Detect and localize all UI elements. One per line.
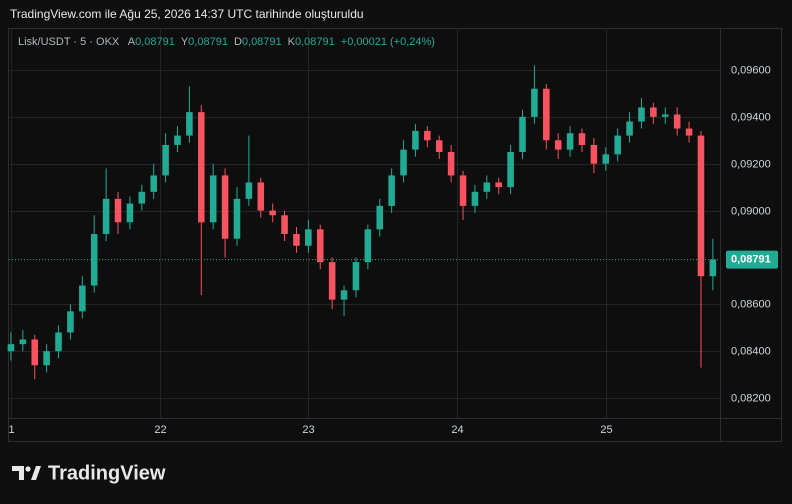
legend-symbol: Lisk/USDT · 5 · OKX [18, 36, 120, 48]
candle-body [174, 135, 181, 145]
candle-body [114, 198, 122, 223]
candle-body [638, 107, 645, 122]
candle-body [67, 311, 74, 333]
chart-panel [8, 28, 782, 442]
candle-body [400, 149, 407, 176]
x-tick-label: 23 [302, 424, 314, 436]
candle-body [673, 114, 681, 129]
candle-body [138, 191, 146, 204]
candle-body [519, 116, 526, 152]
candle-body [614, 135, 621, 155]
candle-body [554, 140, 562, 150]
candle-body [543, 88, 550, 141]
legend-value: 0,08791 [188, 36, 228, 48]
candle-body [150, 175, 157, 192]
candle-body [7, 344, 15, 352]
candles [7, 65, 720, 380]
y-tick-label: 0,09400 [731, 111, 771, 123]
candle-body [198, 112, 205, 223]
candle-body [102, 198, 110, 235]
candle-body [531, 88, 538, 117]
x-tick-label: 24 [451, 424, 463, 436]
x-tick-label: 22 [154, 424, 166, 436]
candle-body [209, 175, 217, 223]
legend-value: 0,08791 [135, 36, 175, 48]
legend-key: D [234, 36, 242, 48]
candle-body [483, 182, 491, 192]
candle-body [662, 114, 669, 117]
candle-body [19, 339, 27, 345]
last-price-badge [726, 250, 778, 269]
candle-body [233, 198, 241, 239]
legend-key: A [128, 36, 136, 48]
candle-body [90, 234, 98, 286]
brand-logo: TradingView [12, 462, 166, 484]
x-tick-label: 25 [600, 424, 612, 436]
candle-body [602, 154, 610, 164]
candle-body [435, 140, 443, 152]
legend-value: 0,08791 [295, 36, 335, 48]
candle-body [447, 151, 455, 176]
candle-body [186, 112, 193, 136]
legend-value: 0,08791 [242, 36, 282, 48]
candle-body [126, 203, 134, 223]
candle-body [245, 182, 253, 199]
candle-body [709, 259, 717, 277]
candle-body [507, 151, 514, 188]
candle-body [697, 135, 705, 277]
candle-body [305, 229, 312, 246]
candle-body [424, 130, 431, 141]
candle-body [269, 210, 276, 216]
candle-body [328, 262, 336, 300]
legend-key: Y [181, 36, 189, 48]
candle-body [43, 351, 50, 366]
candle-body [221, 175, 229, 239]
candle-body [459, 175, 467, 206]
candle-body [376, 205, 384, 230]
candle-body [293, 234, 300, 246]
legend-key: K [288, 36, 296, 48]
y-tick-label: 0,09000 [731, 205, 771, 217]
candle-body [364, 229, 372, 263]
candle-body [412, 130, 419, 150]
y-tick-label: 0,08200 [731, 392, 771, 404]
header-title: TradingView.com ile Ağu 25, 2026 14:37 U… [10, 7, 364, 21]
candle-body [471, 191, 479, 206]
candle-body [257, 182, 265, 211]
candle-body [79, 285, 86, 312]
y-tick-label: 0,08400 [731, 345, 771, 357]
last-price-label: 0,08791 [731, 253, 771, 265]
legend: Lisk/USDT · 5 · OKX A0,08791 Y0,08791 D0,0… [18, 36, 435, 48]
y-tick-label: 0,08600 [731, 298, 771, 310]
candle-body [162, 144, 169, 176]
candle-body [340, 290, 348, 300]
logo-mark [31, 466, 41, 480]
candle-body [626, 121, 633, 136]
candle-body [495, 182, 502, 188]
candle-body [578, 133, 586, 145]
logo-dot [25, 466, 31, 472]
x-tick-label: 1 [8, 424, 14, 436]
candle-body [566, 133, 574, 150]
legend-change: +0,00021 (+0,24%) [341, 36, 435, 48]
candle-body [316, 229, 324, 263]
candle-body [352, 262, 360, 291]
candle-body [650, 107, 657, 117]
candle-body [281, 215, 288, 235]
y-tick-label: 0,09200 [731, 158, 771, 170]
axes: 0,08200 0,08400 0,08600 0,09000 0,09200 0,094… [8, 64, 778, 436]
candle-body [388, 175, 395, 206]
candle-body [685, 128, 693, 136]
candle-body [55, 332, 62, 352]
logo-mark [12, 466, 24, 480]
brand-name: TradingView [48, 462, 166, 484]
candle-body [590, 144, 598, 164]
y-tick-label: 0,09600 [731, 64, 771, 76]
candle-body [31, 339, 38, 366]
